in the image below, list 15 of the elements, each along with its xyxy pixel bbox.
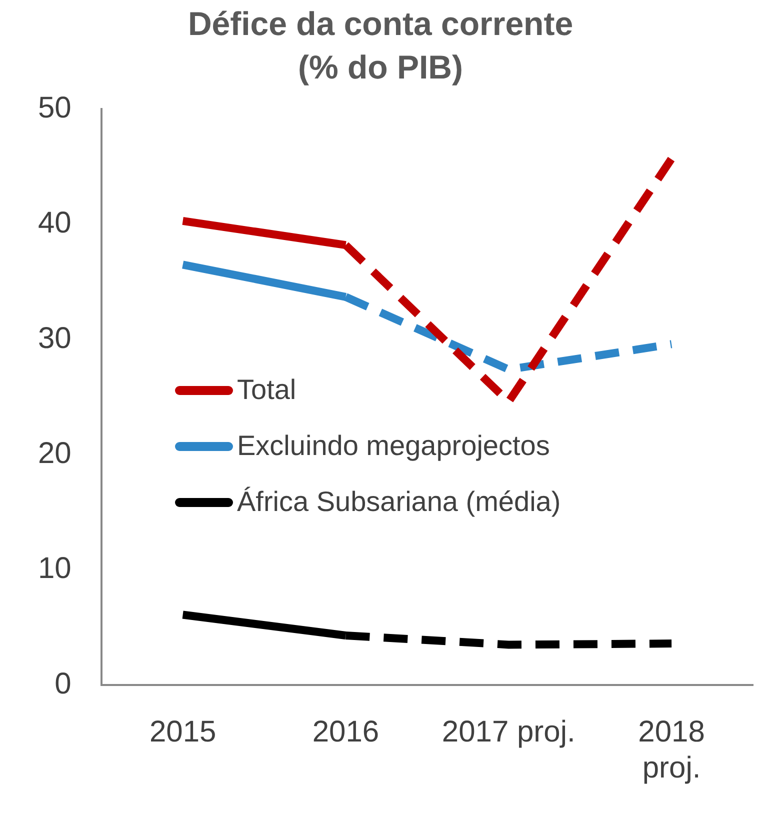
x-tick-label: 2017 proj. [442, 715, 576, 748]
y-tick-label: 20 [38, 436, 72, 470]
y-tick-label: 0 [54, 667, 72, 700]
y-tick-label: 30 [38, 322, 72, 355]
y-tick-label: 40 [38, 206, 72, 240]
chart-subtitle: (% do PIB) [298, 48, 463, 86]
legend-label: Total [237, 374, 296, 406]
x-tick-label: 2015 [149, 715, 216, 748]
chart-title: Défice da conta corrente [188, 4, 574, 42]
y-tick-label: 10 [38, 552, 72, 586]
x-tick-label: 2016 [312, 715, 380, 748]
y-tick-label: 50 [38, 91, 72, 124]
legend-label: África Subsariana (média) [237, 486, 561, 518]
x-tick-label: 2018 proj. [638, 715, 705, 784]
legend-label: Excluindo megaprojectos [237, 430, 550, 462]
